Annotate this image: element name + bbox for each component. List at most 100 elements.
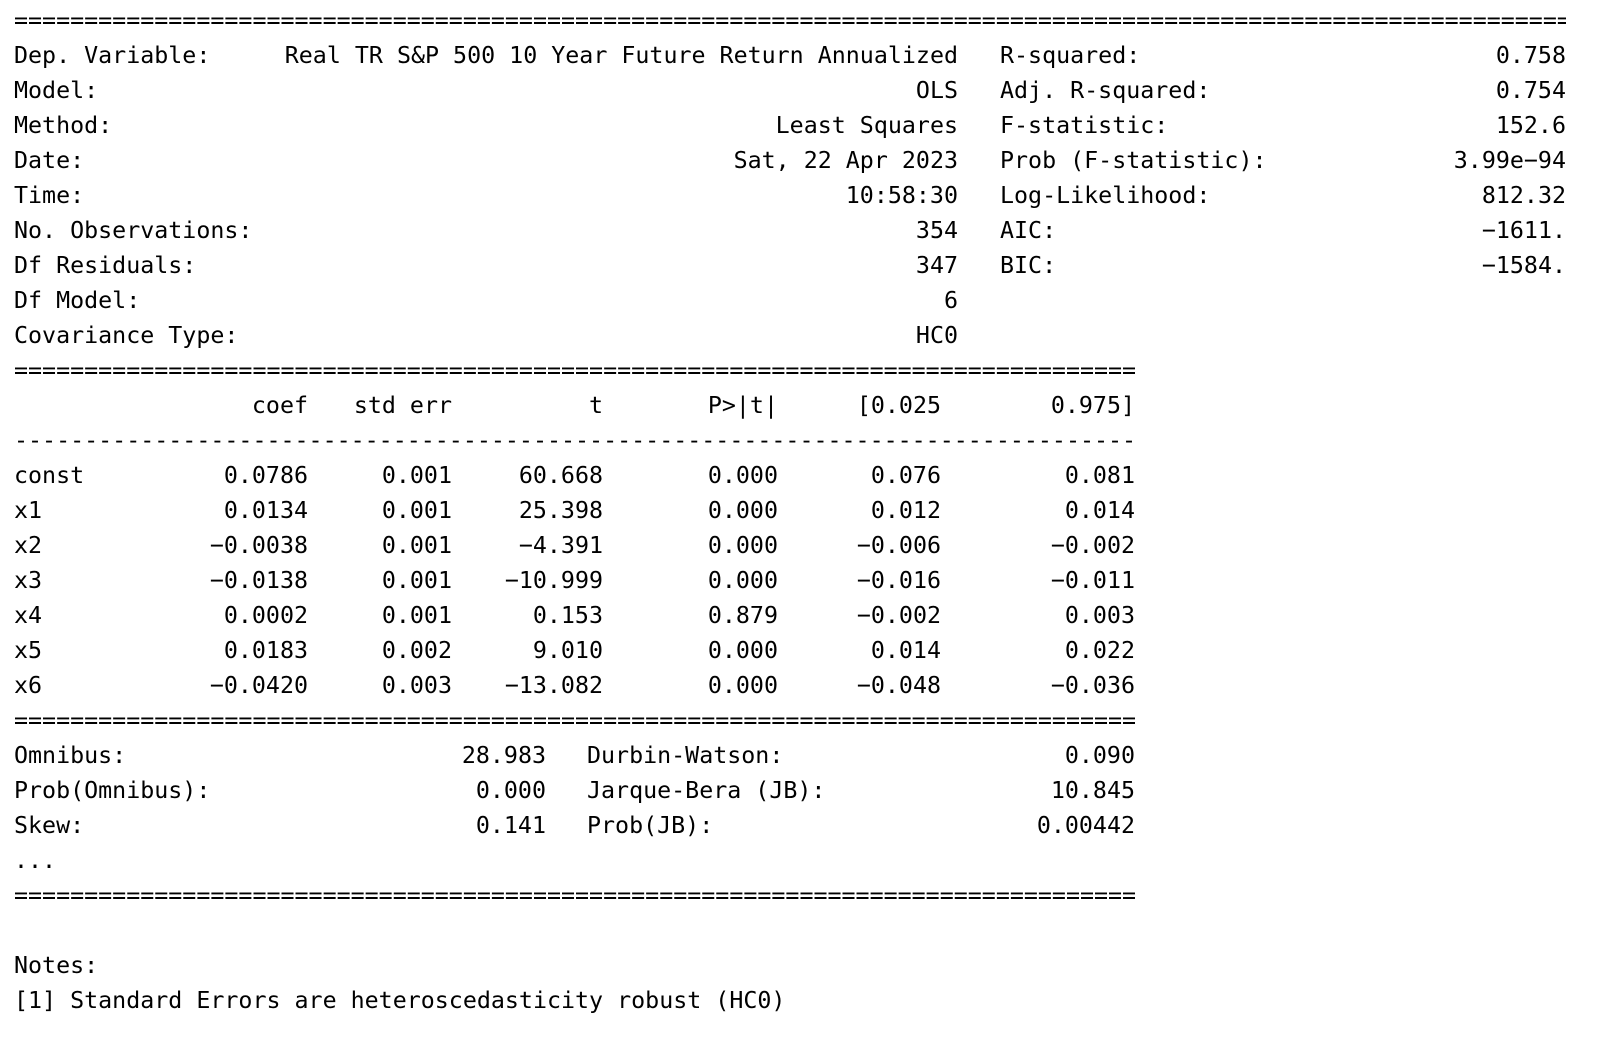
- summary-row: Date: Sat, 22 Apr 2023 Prob (F-statistic…: [14, 143, 1600, 178]
- stat-value: Least Squares: [775, 112, 958, 139]
- summary-row: Time: 10:58:30 Log-Likelihood: 812.32: [14, 178, 1600, 213]
- column-header: t: [588, 392, 603, 419]
- coef-cell: −0.016: [856, 567, 941, 594]
- coef-cell: 0.001: [381, 462, 452, 489]
- stat-value: 10.845: [1050, 777, 1135, 804]
- variable-name: x3: [14, 567, 43, 594]
- stat-label: AIC:: [1000, 217, 1057, 244]
- notes-section: Notes: [1] Standard Errors are heterosce…: [14, 948, 1600, 1018]
- coef-cell: 0.0183: [223, 637, 308, 664]
- stat-value: 0.754: [1495, 77, 1566, 104]
- separator-bottom: ========================================…: [14, 882, 1135, 909]
- stat-label: Time:: [14, 182, 85, 209]
- coef-cell: 0.000: [707, 532, 778, 559]
- coef-cell: 0.879: [707, 602, 778, 629]
- stat-value: HC0: [915, 322, 958, 349]
- stat-label: Date:: [14, 147, 85, 174]
- separator-coef-header: ----------------------------------------…: [14, 427, 1135, 454]
- diagnostics-truncation-ellipsis: ...: [14, 847, 57, 874]
- summary-row: Df Residuals: 347 BIC: −1584.: [14, 248, 1600, 283]
- stat-label: F-statistic:: [1000, 112, 1169, 139]
- stat-value: 0.141: [475, 812, 546, 839]
- coef-cell: 0.001: [381, 567, 452, 594]
- variable-name: x1: [14, 497, 43, 524]
- coef-row: x3 −0.0138 0.001 −10.999 0.000 −0.016 −0…: [14, 563, 1135, 598]
- ols-regression-summary: ========================================…: [14, 7, 1600, 1018]
- separator-top: ========================================…: [14, 7, 1566, 34]
- coef-header-row: coef std err t P>|t| [0.025 0.975]: [14, 388, 1135, 423]
- separator-diagnostics-top: ========================================…: [14, 707, 1135, 734]
- stat-label: BIC:: [1000, 252, 1057, 279]
- stat-label: Covariance Type:: [14, 322, 239, 349]
- stat-label: Adj. R-squared:: [1000, 77, 1211, 104]
- coef-cell: 0.000: [707, 462, 778, 489]
- coef-cell: 0.012: [870, 497, 941, 524]
- variable-name: x5: [14, 637, 43, 664]
- coef-cell: −13.082: [504, 672, 603, 699]
- diagnostics-table: Omnibus: 28.983 Durbin-Watson: 0.090 Pro…: [14, 738, 1600, 878]
- coef-cell: 25.398: [518, 497, 603, 524]
- stat-value: 152.6: [1495, 112, 1566, 139]
- stat-value: 10:58:30: [845, 182, 958, 209]
- coef-cell: 0.000: [707, 497, 778, 524]
- stat-value: 0.000: [475, 777, 546, 804]
- coef-cell: 0.003: [381, 672, 452, 699]
- column-header: std err: [353, 392, 452, 419]
- summary-row: Covariance Type: HC0: [14, 318, 1600, 353]
- stat-label: Prob(JB):: [587, 812, 714, 839]
- stat-label: Dep. Variable:: [14, 42, 211, 69]
- summary-row: No. Observations: 354 AIC: −1611.: [14, 213, 1600, 248]
- diagnostics-row: Omnibus: 28.983 Durbin-Watson: 0.090: [14, 738, 1135, 773]
- notes-title: Notes:: [14, 952, 99, 979]
- summary-row: Model: OLS Adj. R-squared: 0.754: [14, 73, 1600, 108]
- coefficient-table: coef std err t P>|t| [0.025 0.975] -----…: [14, 388, 1600, 703]
- stat-label: R-squared:: [1000, 42, 1141, 69]
- coef-cell: 0.081: [1064, 462, 1135, 489]
- stat-label: Skew:: [14, 812, 85, 839]
- variable-name: x6: [14, 672, 43, 699]
- coef-cell: 60.668: [518, 462, 603, 489]
- stat-value: 0.00442: [1036, 812, 1135, 839]
- coef-cell: −0.036: [1050, 672, 1135, 699]
- coef-cell: −0.002: [856, 602, 941, 629]
- coef-cell: 0.001: [381, 497, 452, 524]
- coef-cell: −0.011: [1050, 567, 1135, 594]
- coef-cell: −4.391: [518, 532, 603, 559]
- coef-cell: −0.006: [856, 532, 941, 559]
- coef-cell: 0.014: [870, 637, 941, 664]
- coef-cell: −10.999: [504, 567, 603, 594]
- summary-row: Method: Least Squares F-statistic: 152.6: [14, 108, 1600, 143]
- stat-value: 347: [915, 252, 958, 279]
- stat-label: Durbin-Watson:: [587, 742, 784, 769]
- stat-label: Df Residuals:: [14, 252, 197, 279]
- coef-cell: −0.002: [1050, 532, 1135, 559]
- stat-value: 6: [943, 287, 958, 314]
- spacer: [14, 913, 1600, 948]
- coef-row: const 0.0786 0.001 60.668 0.000 0.076 0.…: [14, 458, 1135, 493]
- coef-row: x1 0.0134 0.001 25.398 0.000 0.012 0.014: [14, 493, 1135, 528]
- column-header: 0.975]: [1050, 392, 1135, 419]
- variable-name: const: [14, 462, 85, 489]
- coef-cell: −0.0138: [209, 567, 308, 594]
- coef-row: x6 −0.0420 0.003 −13.082 0.000 −0.048 −0…: [14, 668, 1135, 703]
- summary-row: Dep. Variable: Real TR S&P 500 10 Year F…: [14, 38, 1600, 73]
- summary-header: Dep. Variable: Real TR S&P 500 10 Year F…: [14, 38, 1600, 353]
- stat-value: 0.090: [1064, 742, 1135, 769]
- diagnostics-row: Prob(Omnibus): 0.000 Jarque-Bera (JB): 1…: [14, 773, 1135, 808]
- coef-cell: 0.014: [1064, 497, 1135, 524]
- coef-cell: −0.048: [856, 672, 941, 699]
- stat-label: Prob (F-statistic):: [1000, 147, 1267, 174]
- stat-value: OLS: [915, 77, 958, 104]
- coef-cell: 0.022: [1064, 637, 1135, 664]
- stat-value: −1611.: [1481, 217, 1566, 244]
- column-header: [0.025: [856, 392, 941, 419]
- notes-item: [1] Standard Errors are heteroscedastici…: [14, 987, 786, 1014]
- stat-value: 0.758: [1495, 42, 1566, 69]
- stat-value: 28.983: [461, 742, 546, 769]
- stat-value: Sat, 22 Apr 2023: [733, 147, 958, 174]
- stat-label: Log-Likelihood:: [1000, 182, 1211, 209]
- stat-label: Model:: [14, 77, 99, 104]
- stat-value: Real TR S&P 500 10 Year Future Return An…: [284, 42, 958, 69]
- coef-cell: 0.076: [870, 462, 941, 489]
- coef-row: x4 0.0002 0.001 0.153 0.879 −0.002 0.003: [14, 598, 1135, 633]
